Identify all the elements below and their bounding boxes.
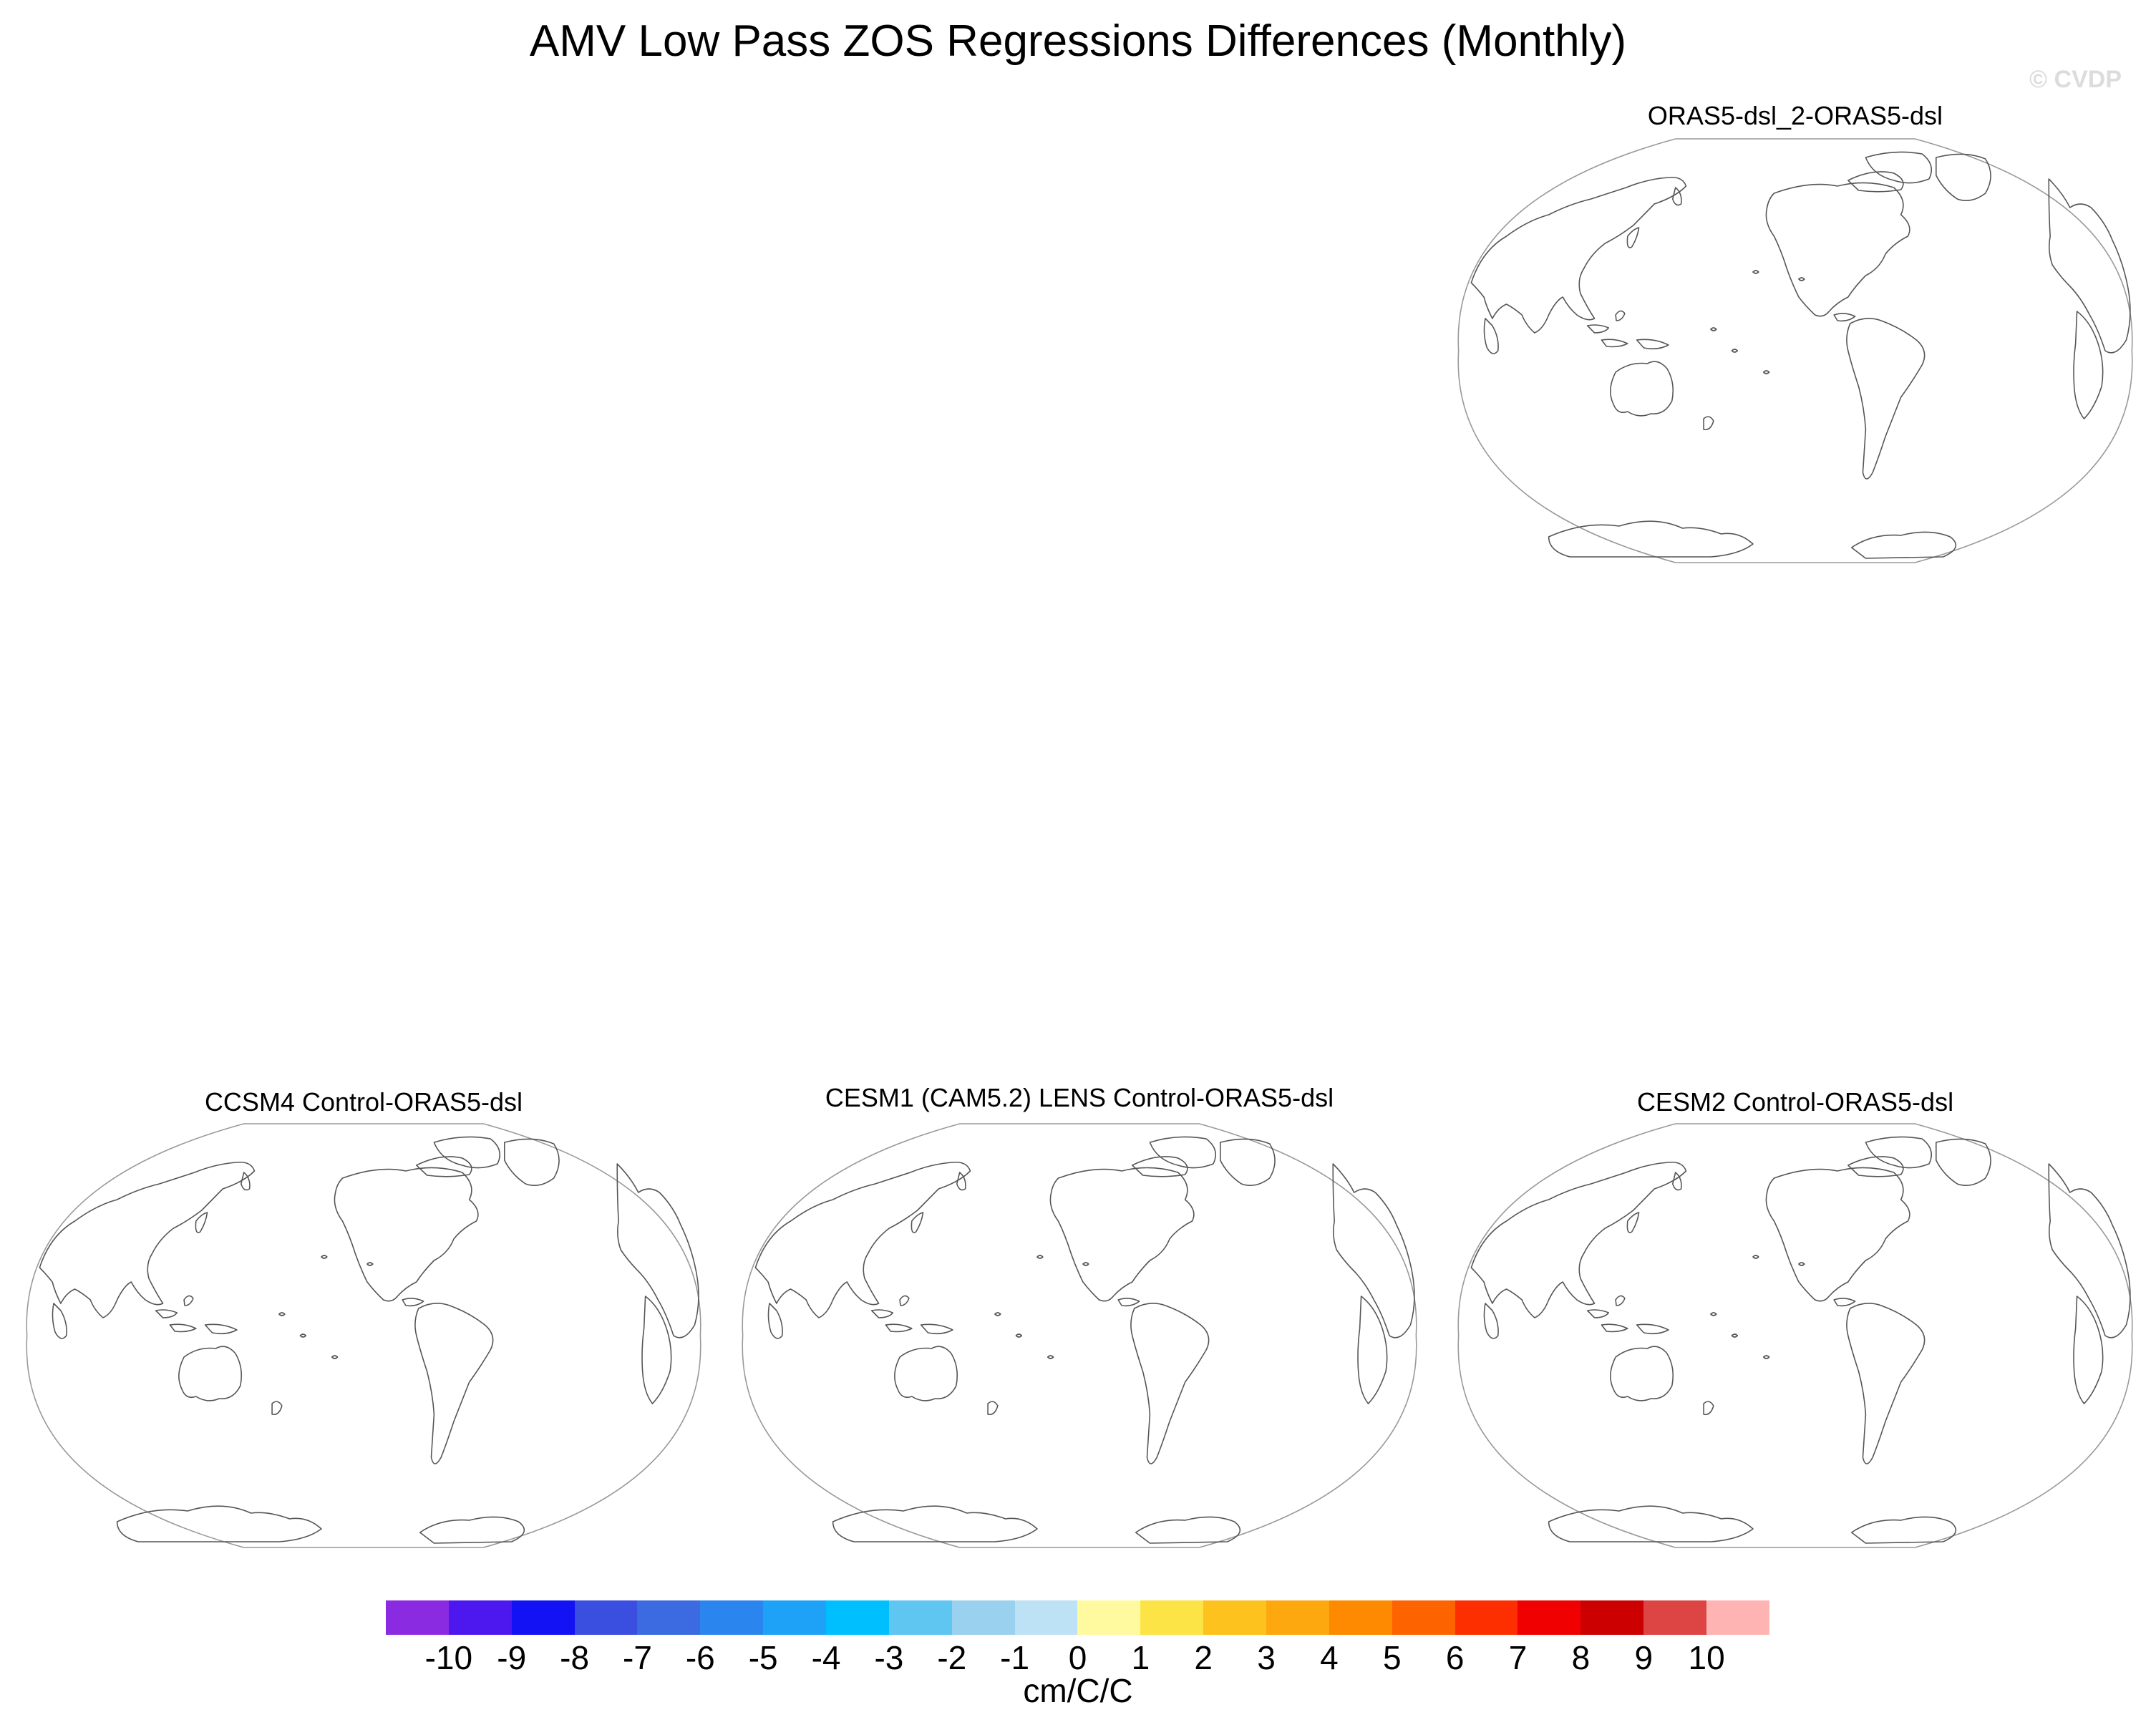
- colorbar-cell: [1266, 1600, 1329, 1635]
- colorbar-tick-label: -1: [1000, 1639, 1030, 1676]
- colorbar-cell: [448, 1600, 512, 1635]
- colorbar-tick-label: 10: [1688, 1639, 1725, 1676]
- panel-title: CESM2 Control-ORAS5-dsl: [1636, 1087, 1954, 1117]
- colorbar-cell: [637, 1600, 701, 1635]
- colorbar-tick-labels: -10 -9 -8 -7 -6 -5 -4 -3 -2 -1 0 1 2 3 4 5 6 7 8 9 10: [386, 1638, 1769, 1681]
- colorbar-tick-label: 7: [1508, 1639, 1528, 1676]
- panel-title: ORAS5-dsl_2-ORAS5-dsl: [1647, 101, 1943, 130]
- colorbar-cell: [826, 1600, 889, 1635]
- cvdp-credit: © CVDP: [2029, 66, 2122, 93]
- world-map: [742, 1123, 1417, 1548]
- colorbar-cell: [574, 1600, 638, 1635]
- colorbar-tick-label: 9: [1634, 1639, 1654, 1676]
- colorbar-tick-label: -2: [937, 1639, 967, 1676]
- panel-cesm2-control: CESM2 Control-ORAS5-dsl: [1443, 1087, 2147, 1559]
- colorbar-cell: [1329, 1600, 1392, 1635]
- colorbar-tick-label: -4: [811, 1639, 841, 1676]
- colorbar: [386, 1600, 1769, 1635]
- colorbar-tick-label: 3: [1257, 1639, 1276, 1676]
- colorbar-tick-label: -7: [623, 1639, 652, 1676]
- colorbar-cell: [1643, 1600, 1707, 1635]
- colorbar-cell: [511, 1600, 575, 1635]
- colorbar-cell: [1077, 1600, 1141, 1635]
- colorbar-tick-label: -5: [748, 1639, 778, 1676]
- colorbar-units: cm/C/C: [1023, 1672, 1133, 1709]
- colorbar-cell: [386, 1600, 449, 1635]
- colorbar-cell: [1706, 1600, 1769, 1635]
- colorbar-tick-label: -6: [685, 1639, 715, 1676]
- colorbar-cell: [888, 1600, 952, 1635]
- panel-title: CCSM4 Control-ORAS5-dsl: [204, 1087, 523, 1117]
- panel-title: CESM1 (CAM5.2) LENS Control-ORAS5-dsl: [825, 1083, 1334, 1112]
- colorbar-tick-label: 5: [1383, 1639, 1402, 1676]
- figure-title: AMV Low Pass ZOS Regressions Differences…: [529, 16, 1627, 66]
- colorbar-cell: [951, 1600, 1015, 1635]
- colorbar-cell: [1455, 1600, 1518, 1635]
- colorbar-tick-label: 1: [1131, 1639, 1150, 1676]
- colorbar-tick-label: 0: [1068, 1639, 1087, 1676]
- colorbar-cell: [1014, 1600, 1078, 1635]
- panel-cesm1-lens-control: CESM1 (CAM5.2) LENS Control-ORAS5-dsl: [727, 1082, 1432, 1559]
- colorbar-cell: [763, 1600, 827, 1635]
- colorbar-cell: [1203, 1600, 1267, 1635]
- colorbar-cell: [700, 1600, 764, 1635]
- colorbar-tick-label: -3: [874, 1639, 904, 1676]
- colorbar-cell: [1518, 1600, 1581, 1635]
- colorbar-tick-label: 4: [1320, 1639, 1339, 1676]
- colorbar-tick-label: -8: [560, 1639, 590, 1676]
- colorbar-tick-label: 6: [1445, 1639, 1465, 1676]
- panel-ccsm4-control: CCSM4 Control-ORAS5-dsl: [11, 1087, 716, 1559]
- colorbar-cell: [1392, 1600, 1455, 1635]
- colorbar-tick-label: 2: [1194, 1639, 1213, 1676]
- colorbar-tick-label: -9: [497, 1639, 527, 1676]
- colorbar-tick-label: -10: [424, 1639, 473, 1676]
- colorbar-cell: [1580, 1600, 1644, 1635]
- world-map: [1457, 1123, 2133, 1548]
- world-map: [1457, 138, 2133, 563]
- world-map: [26, 1123, 701, 1548]
- colorbar-tick-label: 8: [1571, 1639, 1591, 1676]
- colorbar-cell: [1140, 1600, 1204, 1635]
- panel-oras5-dsl2: ORAS5-dsl_2-ORAS5-dsl: [1443, 100, 2147, 573]
